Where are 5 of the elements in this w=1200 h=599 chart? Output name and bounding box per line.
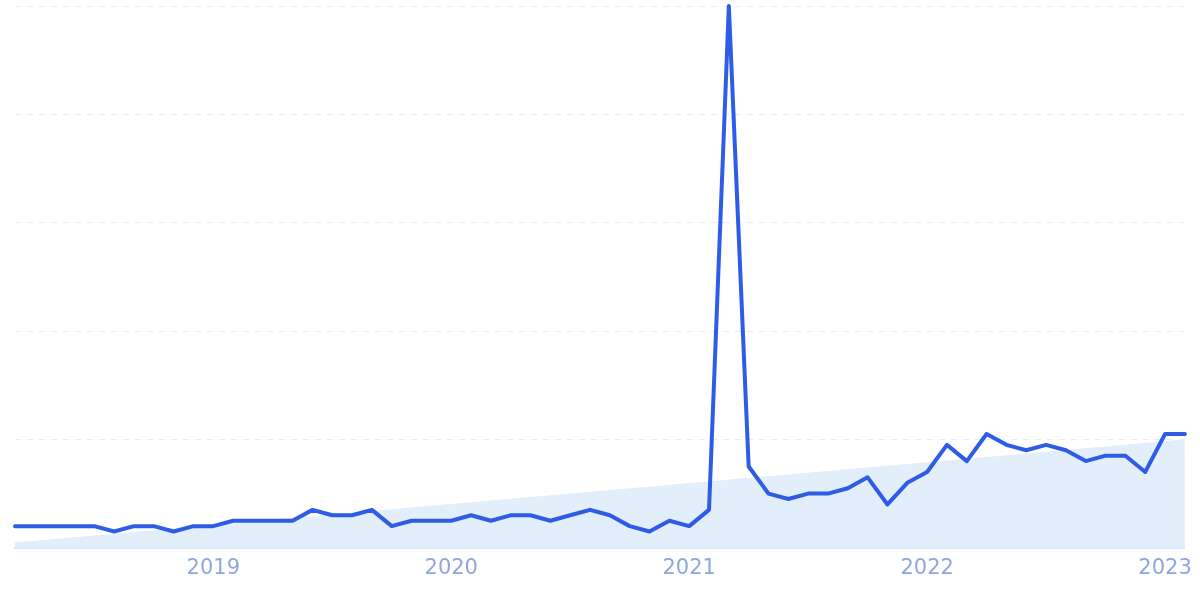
- x-tick-label: 2020: [424, 554, 478, 579]
- x-tick-label: 2023: [1138, 554, 1192, 579]
- x-tick-label: 2021: [662, 554, 716, 579]
- x-tick-label: 2022: [900, 554, 954, 579]
- x-tick-label: 2019: [186, 554, 241, 579]
